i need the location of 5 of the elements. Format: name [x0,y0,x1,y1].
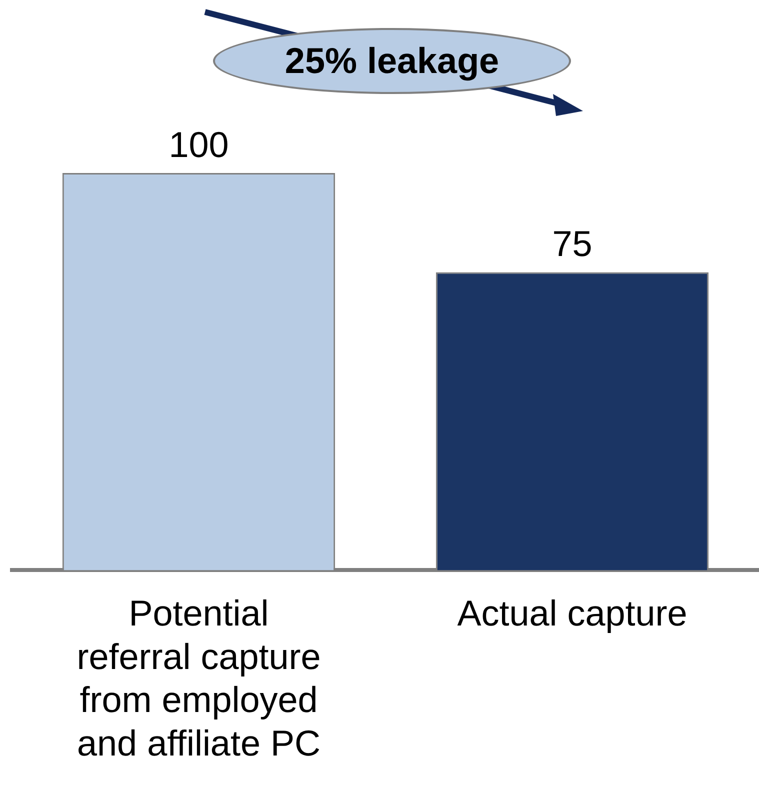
x-tick-label: Potential referral capture from employed and affiliate PC [76,592,321,764]
data-label: 100 [168,124,229,165]
text: 25% leakage [213,28,571,94]
x-tick-label: Actual capture [457,592,688,634]
data-label: 75 [552,223,592,264]
